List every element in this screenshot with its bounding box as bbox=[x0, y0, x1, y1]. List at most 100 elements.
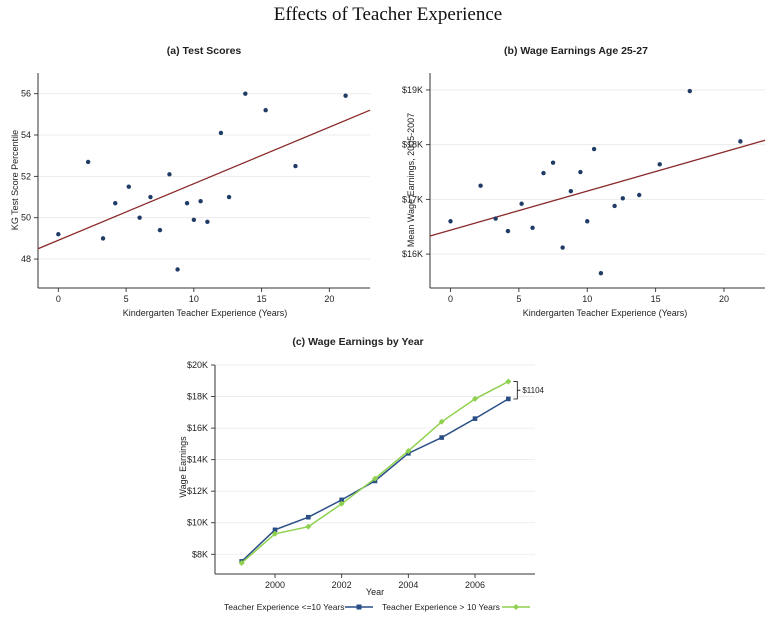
series-marker-high bbox=[305, 523, 312, 530]
data-point bbox=[493, 216, 498, 221]
series-marker-high bbox=[438, 418, 445, 425]
y-tick-label: $16K bbox=[402, 249, 423, 259]
panel-b-x-ticks: 0 5 10 15 20 bbox=[448, 288, 729, 304]
data-point bbox=[137, 215, 142, 220]
series-marker-low bbox=[306, 514, 311, 520]
data-point bbox=[126, 184, 131, 189]
panel-c-title: (c) Wage Earnings by Year bbox=[292, 336, 423, 348]
x-tick-label: 5 bbox=[516, 294, 521, 304]
data-point bbox=[184, 201, 190, 206]
panel-a-x-ticks: 0 5 10 15 20 bbox=[56, 288, 334, 304]
panel-b-grid bbox=[430, 89, 765, 255]
series-marker-high bbox=[405, 447, 412, 454]
data-point bbox=[175, 267, 180, 272]
series-marker-high bbox=[238, 559, 245, 566]
y-tick-label: 48 bbox=[21, 254, 31, 264]
series-marker-low bbox=[339, 497, 344, 503]
series-marker-low bbox=[272, 527, 278, 533]
y-tick-label: $10K bbox=[187, 518, 208, 528]
panel-c-annotation: $1104 bbox=[513, 381, 545, 400]
legend-marker-high bbox=[513, 604, 519, 610]
panel-a-axes bbox=[37, 73, 370, 289]
data-point bbox=[113, 201, 118, 206]
data-point bbox=[218, 130, 224, 136]
panel-c-grid bbox=[215, 364, 535, 555]
data-point bbox=[167, 172, 172, 177]
x-tick-label: 2004 bbox=[398, 580, 418, 590]
data-point bbox=[591, 146, 597, 152]
data-point bbox=[148, 194, 153, 200]
data-point bbox=[100, 236, 106, 241]
data-point bbox=[585, 219, 590, 224]
series-marker-high bbox=[472, 395, 478, 402]
panel-b-x-axis-label: Kindergarten Teacher Experience (Years) bbox=[523, 308, 688, 318]
panel-b-title: (b) Wage Earnings Age 25-27 bbox=[504, 45, 648, 57]
series-marker-low bbox=[506, 396, 511, 402]
data-point bbox=[505, 228, 511, 234]
data-point bbox=[560, 245, 565, 250]
panel-b-wage-earnings: (b) Wage Earnings Age 25-27 $16K $17K $18K… bbox=[402, 45, 766, 318]
legend-marker-low bbox=[356, 604, 362, 610]
y-tick-label: $8K bbox=[192, 549, 208, 559]
series-marker-high bbox=[505, 378, 512, 385]
x-tick-label: 10 bbox=[582, 294, 592, 304]
data-point bbox=[56, 232, 61, 237]
data-point bbox=[541, 170, 546, 176]
data-point bbox=[598, 271, 604, 276]
panel-b-points bbox=[448, 88, 743, 276]
x-tick-label: 20 bbox=[719, 294, 729, 304]
data-point bbox=[191, 217, 197, 222]
panel-a-fit-line bbox=[37, 109, 371, 250]
panel-a-points bbox=[56, 91, 348, 272]
panel-a-x-axis-label: Kindergarten Teacher Experience (Years) bbox=[123, 308, 288, 318]
x-tick-label: 15 bbox=[257, 294, 267, 304]
panel-c-y-ticks: $8K $10K $12K $14K $16K $18K $20K bbox=[187, 360, 215, 559]
panel-b-y-axis-label: Mean Wage Earnings, 2005-2007 bbox=[406, 113, 416, 247]
data-point bbox=[157, 227, 163, 233]
panel-c-x-axis-label: Year bbox=[366, 587, 384, 597]
data-point bbox=[578, 169, 583, 175]
panel-c-y-axis-label: Wage Earnings bbox=[178, 436, 188, 498]
data-point bbox=[550, 160, 556, 165]
panel-c-series bbox=[238, 378, 512, 566]
data-point bbox=[205, 219, 210, 225]
panel-c-axes bbox=[214, 365, 535, 575]
x-tick-label: 20 bbox=[324, 294, 334, 304]
data-point bbox=[343, 93, 348, 98]
data-point bbox=[612, 203, 617, 209]
y-tick-label: $14K bbox=[187, 455, 208, 465]
panel-c-legend: Teacher Experience <=10 Years Teacher Ex… bbox=[224, 602, 530, 612]
panel-a-grid bbox=[38, 93, 370, 260]
data-point bbox=[293, 163, 298, 169]
panel-b-axes bbox=[429, 73, 765, 289]
series-marker-low bbox=[439, 435, 444, 440]
gap-bracket bbox=[513, 381, 521, 400]
panel-a-title: (a) Test Scores bbox=[167, 45, 242, 57]
panel-b-fit-line bbox=[429, 139, 766, 237]
y-tick-label: $16K bbox=[187, 423, 208, 433]
y-tick-label: $18K bbox=[402, 140, 423, 150]
data-point bbox=[687, 88, 692, 94]
page-title: Effects of Teacher Experience bbox=[274, 4, 502, 25]
fit-line bbox=[37, 109, 371, 250]
panel-a-y-axis-label: KG Test Score Percentile bbox=[10, 130, 20, 230]
data-point bbox=[738, 139, 743, 144]
gap-annotation-label: $1104 bbox=[522, 386, 544, 395]
panel-a-test-scores: (a) Test Scores 48 50 52 54 56 0 5 10 15 20 Kind… bbox=[10, 45, 371, 318]
y-tick-label: 50 bbox=[21, 213, 31, 223]
series-line-high bbox=[241, 380, 509, 564]
y-tick-label: $20K bbox=[187, 360, 208, 370]
data-point bbox=[637, 192, 642, 198]
data-point bbox=[263, 108, 268, 113]
data-point bbox=[657, 162, 662, 167]
y-tick-label: 52 bbox=[21, 171, 31, 181]
data-point bbox=[198, 198, 203, 204]
fit-line bbox=[429, 139, 766, 237]
series-marker-high bbox=[272, 530, 278, 537]
data-point bbox=[519, 201, 524, 206]
x-tick-label: 2002 bbox=[332, 580, 352, 590]
data-point bbox=[568, 188, 574, 194]
panel-b-y-ticks: $16K $17K $18K $19K bbox=[402, 85, 430, 259]
x-tick-label: 10 bbox=[189, 294, 199, 304]
